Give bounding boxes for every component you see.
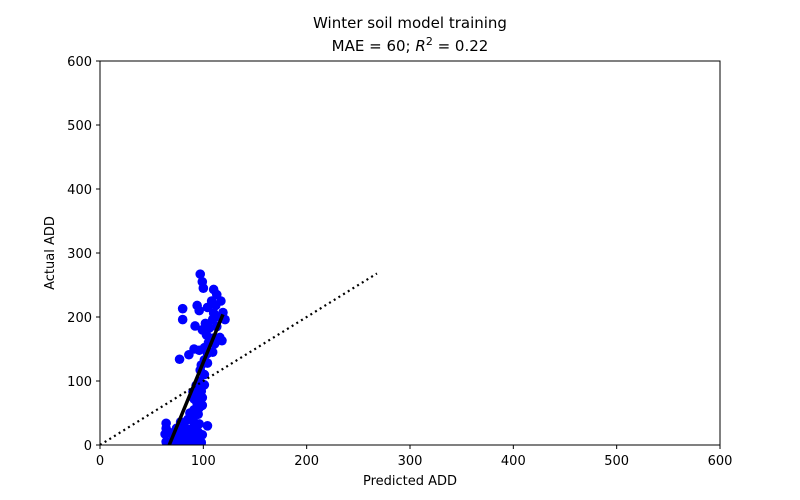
chart-subtitle: MAE = 60; R2 = 0.22 <box>332 35 489 55</box>
data-point <box>210 300 221 311</box>
axis-ticks: 0 100 200 300 400 500 600 0 100 200 300 400 500 600 <box>67 55 732 469</box>
x-tick-label: 500 <box>604 454 629 469</box>
data-point <box>202 302 213 313</box>
y-tick-label: 400 <box>67 183 92 198</box>
data-point <box>174 354 185 365</box>
y-axis-label: Actual ADD <box>43 216 58 290</box>
y-tick-label: 0 <box>84 439 92 454</box>
y-tick-label: 200 <box>67 311 92 326</box>
x-tick-label: 200 <box>294 454 319 469</box>
subtitle-prefix: MAE = 60; <box>332 37 416 55</box>
data-point <box>202 421 213 431</box>
data-point <box>176 434 187 445</box>
data-point <box>195 269 206 279</box>
identity-line <box>100 272 378 445</box>
x-tick-label: 400 <box>501 454 526 469</box>
chart-title: Winter soil model training <box>313 14 507 32</box>
data-point <box>177 303 188 314</box>
y-tick-label: 300 <box>67 247 92 262</box>
data-point <box>194 419 204 429</box>
data-point <box>199 369 210 380</box>
x-tick-label: 300 <box>398 454 423 469</box>
data-point <box>217 335 227 346</box>
x-axis-label: Predicted ADD <box>363 474 457 489</box>
x-tick-label: 600 <box>708 454 733 469</box>
data-point <box>175 427 186 438</box>
regression-line <box>167 313 225 445</box>
subtitle-superscript: 2 <box>426 35 433 48</box>
x-tick-label: 100 <box>191 454 216 469</box>
data-point <box>194 305 204 316</box>
data-point <box>195 440 206 445</box>
data-point <box>184 349 194 360</box>
data-marks <box>100 269 378 445</box>
data-point <box>198 283 209 294</box>
data-point <box>194 345 204 356</box>
y-tick-label: 500 <box>67 119 92 134</box>
subtitle-suffix: = 0.22 <box>433 37 489 55</box>
subtitle-variable: R <box>415 37 425 55</box>
data-point <box>177 314 188 325</box>
data-point <box>190 321 200 331</box>
y-tick-label: 100 <box>67 375 92 390</box>
y-tick-label: 600 <box>67 55 92 70</box>
x-tick-label: 0 <box>96 454 104 469</box>
